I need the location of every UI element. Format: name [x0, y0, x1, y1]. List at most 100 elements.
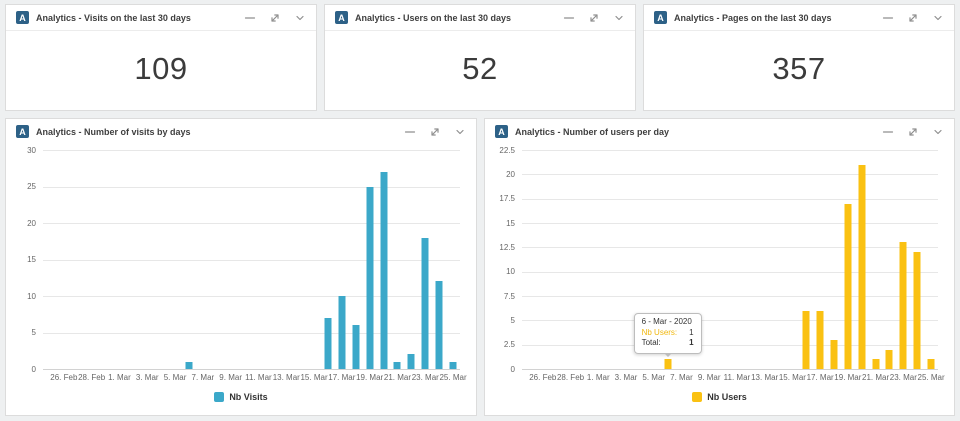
expand-icon	[590, 13, 598, 22]
tooltip-date: 6 - Mar - 2020	[641, 316, 692, 326]
analytics-logo-icon: A	[654, 11, 667, 24]
y-tick-label: 0	[510, 364, 515, 374]
chevron-down-icon	[296, 15, 304, 20]
y-tick-label: 5	[510, 315, 515, 325]
x-tick-label: 19. Mar	[834, 373, 862, 382]
collapse-button[interactable]	[613, 12, 625, 24]
y-tick-label: 2.5	[503, 340, 515, 350]
x-tick-label: 11. Mar	[245, 373, 272, 382]
widget-controls	[404, 126, 466, 138]
widget-controls	[882, 126, 944, 138]
collapse-button[interactable]	[454, 126, 466, 138]
gridline	[43, 223, 460, 224]
minimize-button[interactable]	[404, 126, 416, 138]
x-tick-label: 3. Mar	[614, 373, 638, 382]
widget-pages-metric: A Analytics - Pages on the last 30 days …	[643, 4, 955, 111]
widget-header: A Analytics - Visits on the last 30 days	[6, 5, 316, 31]
x-tick-label: 9. Mar	[219, 373, 242, 382]
expand-button[interactable]	[907, 12, 919, 24]
bar-nb-visits-19-Mar[interactable]	[366, 186, 374, 369]
y-tick-label: 15	[506, 218, 515, 228]
y-tick-label: 12.5	[499, 242, 515, 252]
x-tick-label: 3. Mar	[135, 373, 159, 382]
expand-button[interactable]	[907, 126, 919, 138]
gridline	[43, 259, 460, 261]
bar-nb-visits-17-Mar[interactable]	[338, 296, 346, 369]
y-tick-label: 22.5	[499, 145, 515, 155]
x-tick-label: 9. Mar	[697, 373, 721, 382]
bar-nb-users-19-Mar[interactable]	[844, 203, 852, 369]
bar-nb-users-22-Mar[interactable]	[885, 349, 893, 369]
widget-controls	[882, 12, 944, 24]
analytics-logo-icon: A	[16, 125, 29, 138]
users-plot-area: 6 - Mar - 2020 Nb Users: 1 Total: 1	[522, 150, 938, 370]
x-tick-label: 7. Mar	[670, 373, 693, 382]
x-tick-label: 19. Mar	[356, 373, 384, 382]
gridline	[43, 332, 460, 334]
minimize-button[interactable]	[244, 12, 256, 24]
bar-nb-visits-22-Mar[interactable]	[407, 354, 415, 369]
bar-nb-users-24-Mar[interactable]	[913, 252, 921, 369]
bar-nb-users-17-Mar[interactable]	[816, 310, 824, 369]
collapse-button[interactable]	[932, 126, 944, 138]
chevron-down-icon	[615, 15, 623, 20]
minimize-button[interactable]	[882, 12, 894, 24]
collapse-button[interactable]	[294, 12, 306, 24]
bar-nb-visits-25-Mar[interactable]	[449, 361, 457, 369]
gridline	[522, 223, 938, 224]
widget-title: Analytics - Users on the last 30 days	[355, 12, 512, 23]
x-tick-label: 28. Feb	[556, 373, 585, 382]
bar-nb-visits-20-Mar[interactable]	[380, 171, 388, 369]
expand-button[interactable]	[588, 12, 600, 24]
bar-nb-visits-16-Mar[interactable]	[324, 317, 332, 369]
expand-button[interactable]	[269, 12, 281, 24]
expand-button[interactable]	[429, 126, 441, 138]
y-tick-label: 0	[31, 364, 36, 374]
widget-visits-chart: A Analytics - Number of visits by days 2…	[5, 118, 477, 416]
x-tick-label: 5. Mar	[163, 373, 187, 382]
bar-nb-visits-24-Mar[interactable]	[435, 281, 443, 369]
gridline	[43, 150, 460, 151]
y-tick-label: 20	[506, 169, 515, 179]
bar-nb-users-25-Mar[interactable]	[927, 359, 935, 369]
bar-nb-users-23-Mar[interactable]	[899, 242, 907, 369]
bar-nb-users-20-Mar[interactable]	[858, 164, 866, 369]
gridline	[43, 369, 460, 370]
expand-icon	[909, 13, 917, 22]
bar-nb-users-16-Mar[interactable]	[802, 310, 810, 369]
visits-x-axis: 26. Feb 28. Feb 1. Mar 3. Mar 5. Mar 7. Mar 9.…	[43, 373, 466, 385]
x-tick-label: 7. Mar	[191, 373, 215, 382]
bar-nb-users-18-Mar[interactable]	[830, 339, 838, 369]
users-legend[interactable]: Nb Users	[485, 392, 954, 402]
visits-legend[interactable]: Nb Visits	[6, 392, 476, 402]
collapse-button[interactable]	[932, 12, 944, 24]
users-chart: 6 - Mar - 2020 Nb Users: 1 Total: 1 26. …	[485, 144, 954, 414]
users-x-axis: 26. Feb 28. Feb 1. Mar 3. Mar 5. Mar 7. Mar 9.…	[522, 373, 944, 385]
x-tick-label: 25. Mar	[439, 373, 467, 382]
widget-controls	[563, 12, 625, 24]
x-tick-label: 25. Mar	[917, 373, 945, 382]
minus-icon	[882, 130, 894, 133]
bar-nb-visits-23-Mar[interactable]	[421, 237, 429, 369]
gridline	[522, 174, 938, 176]
bar-nb-visits-6-Mar[interactable]	[185, 361, 193, 369]
minus-icon	[882, 16, 894, 19]
visits-plot-area	[43, 150, 460, 370]
x-tick-label: 21. Mar	[383, 373, 411, 382]
minus-icon	[563, 16, 575, 19]
bar-nb-users-6-Mar[interactable]	[664, 359, 672, 369]
widget-title: Analytics - Pages on the last 30 days	[674, 12, 832, 23]
x-tick-label: 23. Mar	[889, 373, 917, 382]
tooltip-total-label: Total:	[641, 338, 661, 348]
tooltip-series-label: Nb Users:	[641, 327, 678, 337]
minimize-button[interactable]	[563, 12, 575, 24]
bar-nb-visits-21-Mar[interactable]	[393, 361, 401, 369]
widget-header: A Analytics - Number of users per day	[485, 119, 954, 144]
bar-nb-users-21-Mar[interactable]	[872, 359, 880, 369]
x-tick-label: 23. Mar	[411, 373, 439, 382]
bar-nb-visits-18-Mar[interactable]	[352, 325, 360, 369]
widget-header: A Analytics - Users on the last 30 days	[325, 5, 635, 31]
minimize-button[interactable]	[882, 126, 894, 138]
metric-body: 109	[6, 31, 316, 111]
